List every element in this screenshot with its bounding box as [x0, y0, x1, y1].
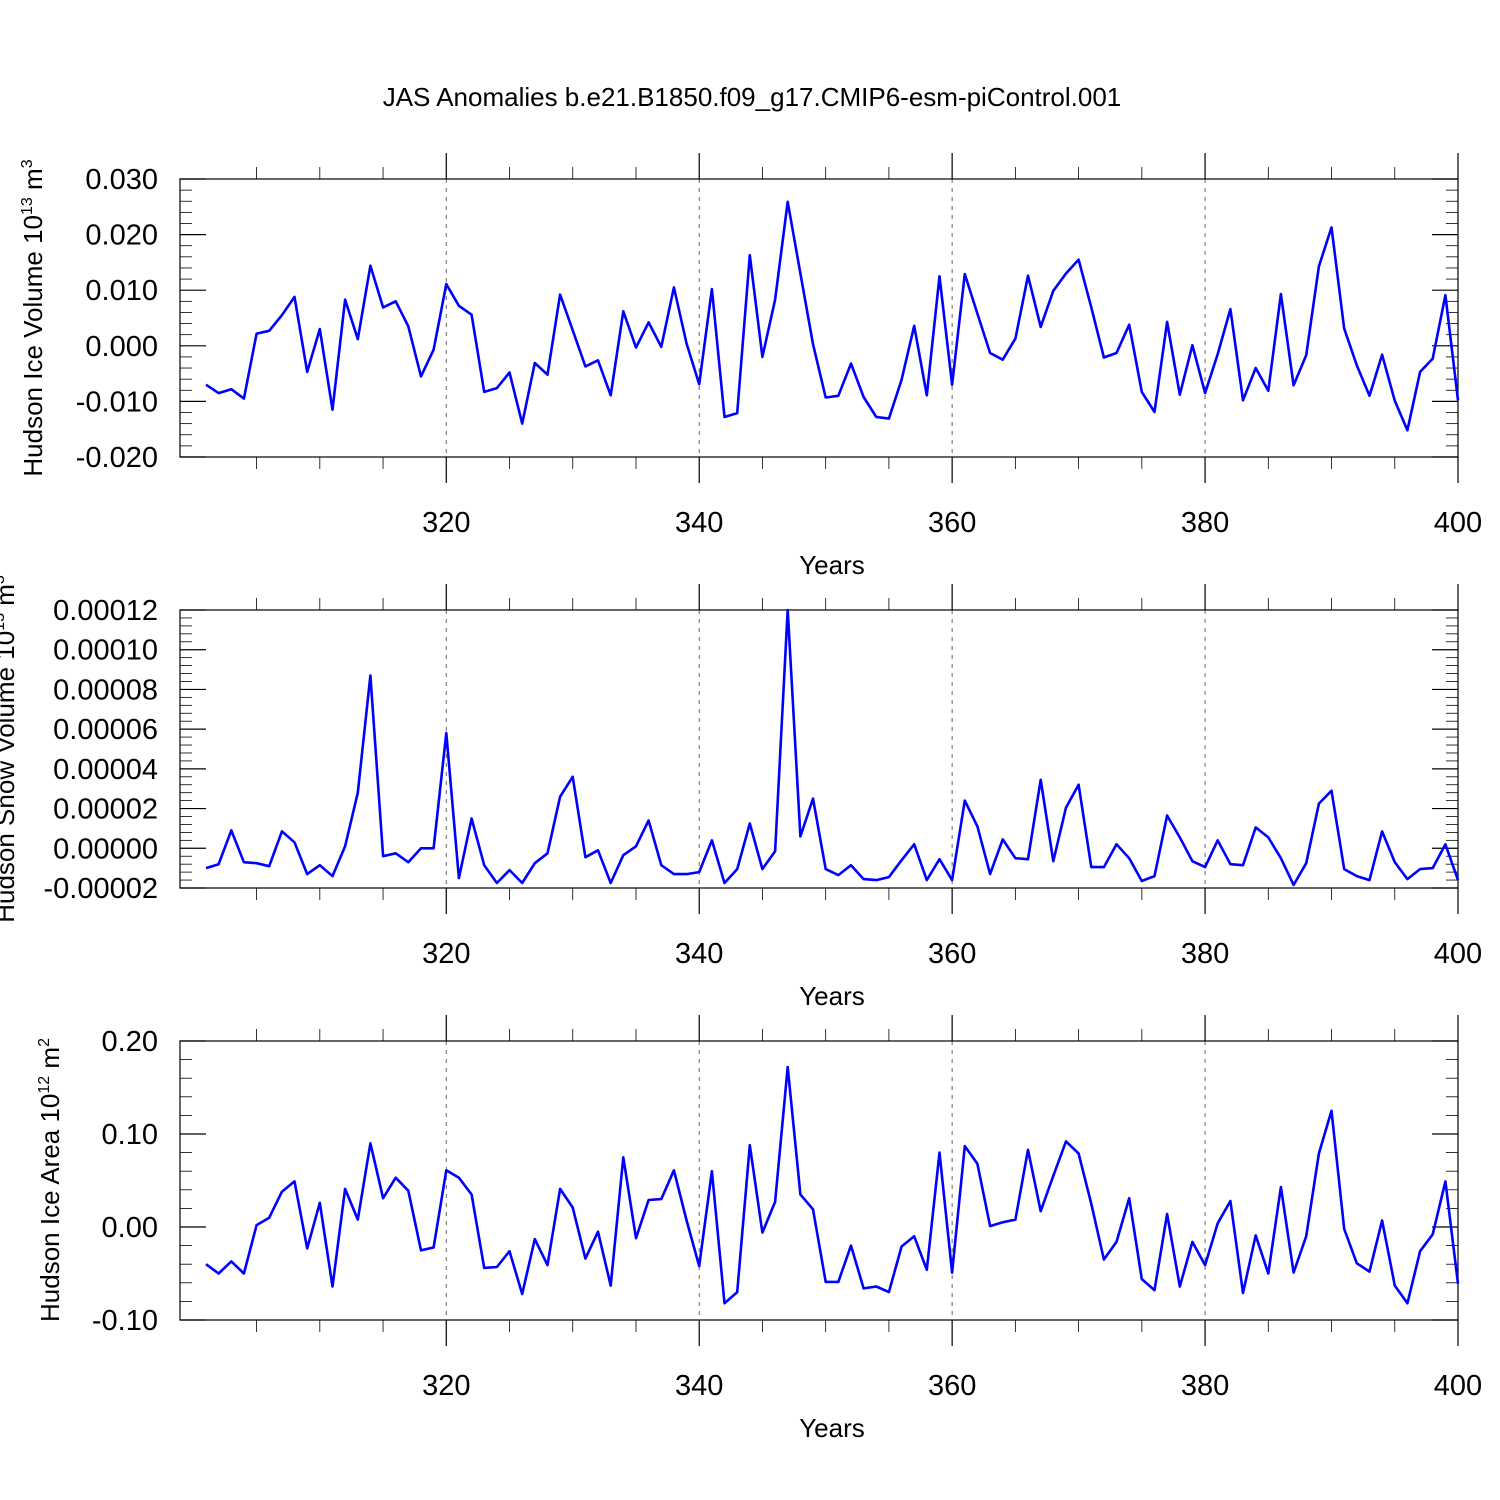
y-tick-label: 0.030 — [85, 164, 158, 196]
plot-frame — [179, 609, 1459, 889]
x-axis-title: Years — [799, 981, 865, 1011]
x-tick-label: 340 — [675, 938, 723, 970]
y-tick-label: -0.00002 — [44, 873, 159, 905]
panel-3: 320 340 360 380 400 -0.10 0.00 0.10 0.20 Years Hud… — [35, 1015, 1482, 1443]
panel-2: 320 340 360 380 400 -0.00002 0.00000 0.00002 0.0… — [0, 575, 1482, 1011]
y-tick-label: -0.010 — [76, 386, 158, 418]
y-tick-label: 0.010 — [85, 275, 158, 307]
x-tick-label: 360 — [928, 1370, 976, 1402]
y-tick-label: -0.020 — [76, 442, 158, 474]
x-tick-label: 360 — [928, 938, 976, 970]
series-line — [205, 608, 1460, 887]
y-tick-label: 0.000 — [85, 331, 158, 363]
y-axis-title: Hudson Ice Area 1012 m2 — [35, 1038, 65, 1322]
x-tick-label: 360 — [928, 507, 976, 539]
x-tick-label: 320 — [422, 1370, 470, 1402]
plot-frame — [179, 178, 1459, 458]
y-tick-label: 0.00004 — [53, 754, 158, 786]
y-tick-label: 0.20 — [102, 1026, 158, 1058]
y-axis-title: Hudson Snow Volume 1013 m3 — [0, 575, 20, 923]
y-tick-label: 0.00006 — [53, 714, 158, 746]
panels: 320 340 360 380 400 -0.020 -0.010 0.000 0.010 0.0… — [0, 153, 1482, 1443]
x-tick-label: 320 — [422, 507, 470, 539]
x-tick-label: 400 — [1434, 1370, 1482, 1402]
x-tick-label: 400 — [1434, 938, 1482, 970]
y-tick-label: 0.00 — [102, 1212, 158, 1244]
y-tick-label: 0.00002 — [53, 794, 158, 826]
y-tick-label: 0.00012 — [53, 595, 158, 627]
plot-frame — [179, 1040, 1459, 1321]
y-tick-label: 0.00010 — [53, 635, 158, 667]
series-line — [205, 1065, 1460, 1305]
chart-title: JAS Anomalies b.e21.B1850.f09_g17.CMIP6-… — [383, 82, 1122, 112]
y-tick-label: 0.020 — [85, 220, 158, 252]
x-axis-title: Years — [799, 550, 865, 580]
panel-1: 320 340 360 380 400 -0.020 -0.010 0.000 0.010 0.0… — [18, 153, 1482, 580]
x-tick-label: 380 — [1181, 938, 1229, 970]
x-tick-label: 340 — [675, 1370, 723, 1402]
y-tick-label: -0.10 — [92, 1305, 158, 1337]
y-tick-label: 0.10 — [102, 1119, 158, 1151]
series-line — [205, 200, 1460, 432]
x-axis-title: Years — [799, 1413, 865, 1443]
x-tick-label: 380 — [1181, 507, 1229, 539]
y-axis-title: Hudson Ice Volume 1013 m3 — [18, 159, 48, 476]
y-tick-label: 0.00000 — [53, 833, 158, 865]
x-tick-label: 400 — [1434, 507, 1482, 539]
y-tick-label: 0.00008 — [53, 674, 158, 706]
x-tick-label: 380 — [1181, 1370, 1229, 1402]
x-tick-label: 320 — [422, 938, 470, 970]
x-tick-label: 340 — [675, 507, 723, 539]
